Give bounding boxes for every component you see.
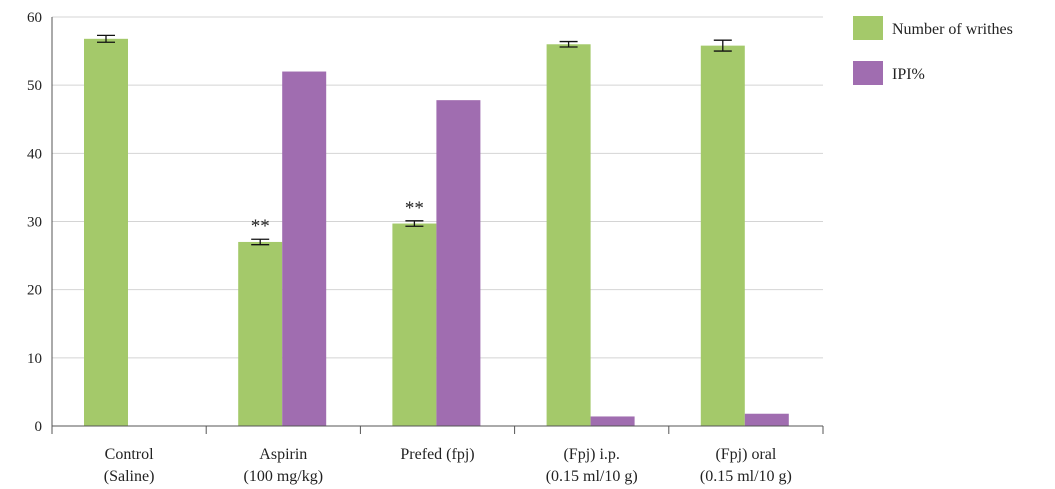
x-category-label: (0.15 ml/10 g) <box>546 468 638 485</box>
y-tick-label: 10 <box>27 351 42 367</box>
x-category-label: Aspirin <box>259 446 307 463</box>
bar-writhes <box>700 45 745 426</box>
y-axis: 0 10 20 30 40 50 60 <box>27 10 53 435</box>
x-category-label: Control <box>105 446 154 463</box>
x-category-label: (100 mg/kg) <box>244 468 324 485</box>
x-axis: Control (Saline) Aspirin (100 mg/kg) Prefed … <box>51 425 824 485</box>
bars: ** ** <box>84 34 789 427</box>
x-category-label: (Saline) <box>104 468 155 485</box>
y-tick-label: 60 <box>27 10 42 26</box>
x-category-label: (0.15 ml/10 g) <box>700 468 792 485</box>
significance-annotation: ** <box>405 198 424 219</box>
bar-writhes <box>392 223 437 426</box>
bar-writhes <box>84 38 128 427</box>
bar-writhes <box>546 44 591 427</box>
bar-writhes <box>238 241 283 426</box>
y-tick-label: 30 <box>27 215 42 231</box>
legend-label: Number of writhes <box>892 21 1013 38</box>
bar-ipi <box>590 416 635 426</box>
bar-ipi <box>282 71 327 427</box>
y-tick-label: 50 <box>27 78 42 94</box>
x-category-label: (Fpj) i.p. <box>563 446 619 463</box>
legend-swatch-ipi <box>853 61 883 85</box>
significance-annotation: ** <box>251 216 270 237</box>
y-tick-label: 0 <box>35 419 43 435</box>
legend-swatch-writhes <box>853 16 883 40</box>
bar-ipi <box>744 413 789 426</box>
y-tick-label: 20 <box>27 283 42 299</box>
x-category-label: (Fpj) oral <box>715 446 776 463</box>
bar-ipi <box>436 100 481 426</box>
x-category-label: Prefed (fpj) <box>400 446 474 463</box>
legend: Number of writhes IPI% <box>853 16 1013 85</box>
legend-label: IPI% <box>892 66 925 83</box>
y-tick-label: 40 <box>27 146 42 162</box>
